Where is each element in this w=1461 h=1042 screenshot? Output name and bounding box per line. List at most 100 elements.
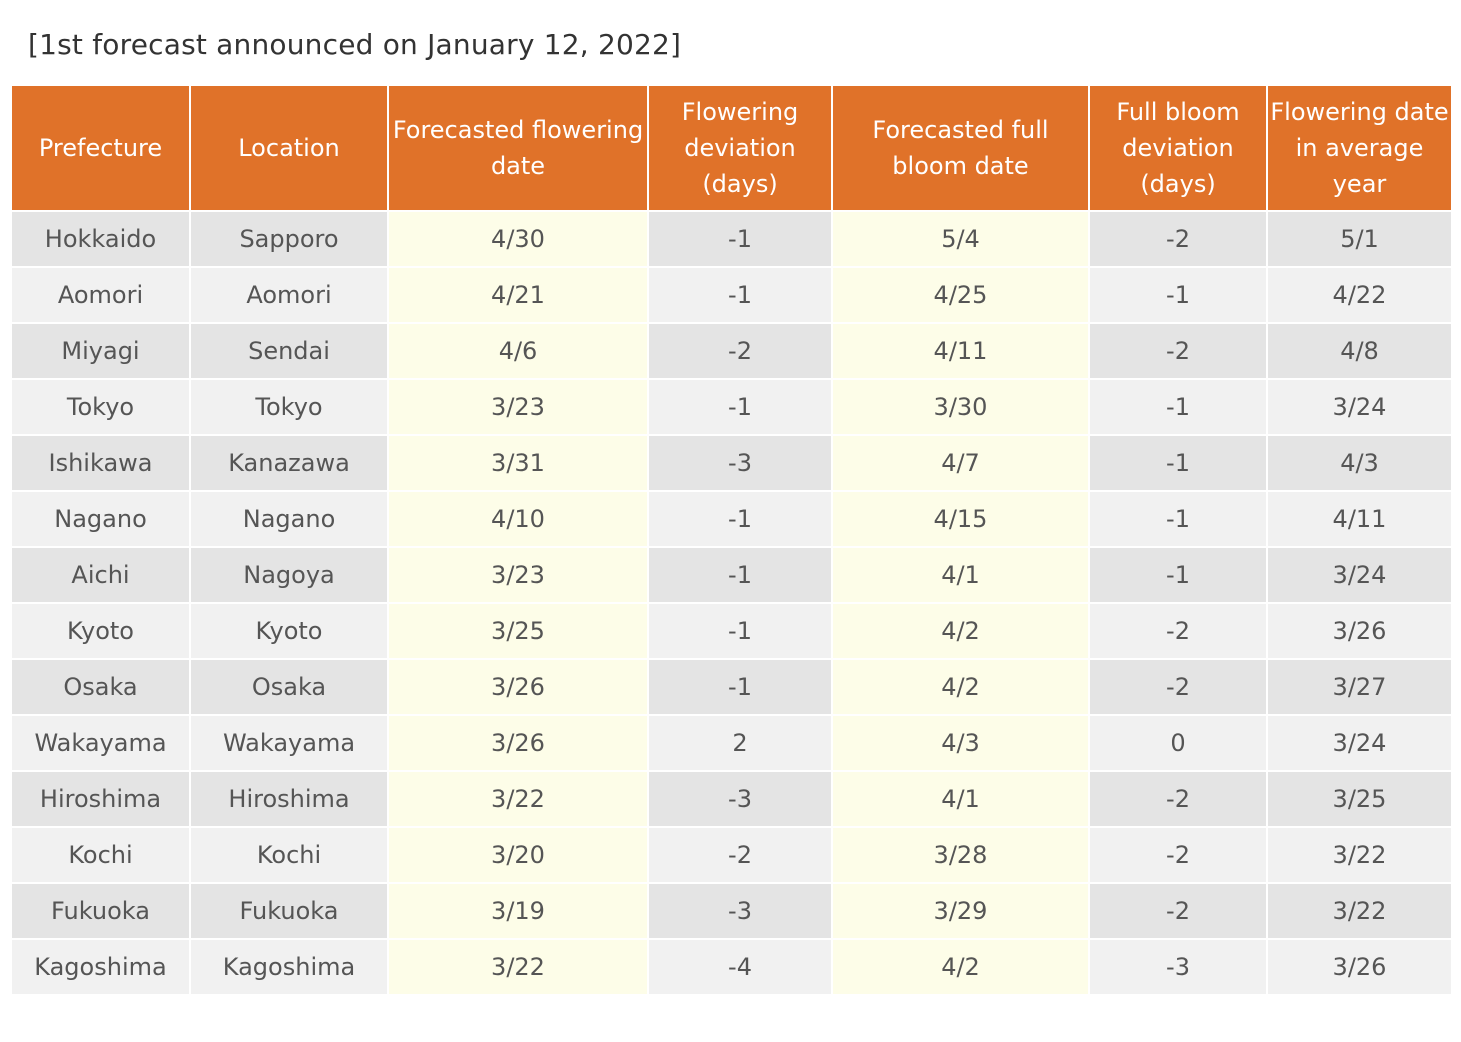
table-row: Ishikawa Kanazawa 3/31 -3 4/7 -1 4/3 [10, 434, 1453, 492]
forecasted-flowering-date-cell: 3/26 [387, 658, 649, 716]
full-bloom-deviation-cell: -1 [1088, 546, 1268, 604]
forecasted-full-bloom-date-cell: 3/30 [831, 378, 1090, 436]
table-row: Kyoto Kyoto 3/25 -1 4/2 -2 3/26 [10, 602, 1453, 660]
average-flowering-date-cell: 4/8 [1266, 322, 1453, 380]
forecasted-full-bloom-date-cell: 4/1 [831, 546, 1090, 604]
average-flowering-date-cell: 3/26 [1266, 938, 1453, 996]
flowering-deviation-cell: -2 [647, 322, 833, 380]
location-cell: Aomori [189, 266, 389, 324]
location-cell: Fukuoka [189, 882, 389, 940]
forecasted-full-bloom-date-cell: 4/11 [831, 322, 1090, 380]
location-cell: Nagano [189, 490, 389, 548]
forecasted-full-bloom-date-cell: 4/25 [831, 266, 1090, 324]
full-bloom-deviation-cell: -2 [1088, 602, 1268, 660]
cherry-blossom-forecast-table: Prefecture Location Forecasted flowering d… [10, 84, 1453, 996]
prefecture-cell: Hokkaido [10, 210, 191, 268]
full-bloom-deviation-cell: -2 [1088, 770, 1268, 828]
table-row: Nagano Nagano 4/10 -1 4/15 -1 4/11 [10, 490, 1453, 548]
full-bloom-deviation-cell: -2 [1088, 210, 1268, 268]
forecasted-flowering-date-cell: 3/20 [387, 826, 649, 884]
table-row: Miyagi Sendai 4/6 -2 4/11 -2 4/8 [10, 322, 1453, 380]
prefecture-cell: Kagoshima [10, 938, 191, 996]
flowering-deviation-cell: -4 [647, 938, 833, 996]
table-body: Hokkaido Sapporo 4/30 -1 5/4 -2 5/1 Aomori Aomor… [10, 210, 1453, 996]
average-flowering-date-cell: 4/11 [1266, 490, 1453, 548]
flowering-deviation-cell: -1 [647, 266, 833, 324]
header-flowering-deviation: Flowering deviation (days) [647, 84, 833, 212]
full-bloom-deviation-cell: -2 [1088, 322, 1268, 380]
full-bloom-deviation-cell: -2 [1088, 826, 1268, 884]
forecasted-flowering-date-cell: 4/6 [387, 322, 649, 380]
location-cell: Hiroshima [189, 770, 389, 828]
prefecture-cell: Kyoto [10, 602, 191, 660]
prefecture-cell: Miyagi [10, 322, 191, 380]
prefecture-cell: Wakayama [10, 714, 191, 772]
location-cell: Kanazawa [189, 434, 389, 492]
flowering-deviation-cell: -1 [647, 546, 833, 604]
forecasted-flowering-date-cell: 4/30 [387, 210, 649, 268]
forecasted-full-bloom-date-cell: 4/7 [831, 434, 1090, 492]
average-flowering-date-cell: 3/24 [1266, 714, 1453, 772]
average-flowering-date-cell: 3/27 [1266, 658, 1453, 716]
prefecture-cell: Kochi [10, 826, 191, 884]
flowering-deviation-cell: -2 [647, 826, 833, 884]
full-bloom-deviation-cell: -3 [1088, 938, 1268, 996]
header-full-bloom-deviation: Full bloom deviation (days) [1088, 84, 1268, 212]
header-forecasted-full-bloom-date: Forecasted full bloom date [831, 84, 1090, 212]
forecasted-full-bloom-date-cell: 4/1 [831, 770, 1090, 828]
forecasted-flowering-date-cell: 3/22 [387, 938, 649, 996]
average-flowering-date-cell: 3/24 [1266, 378, 1453, 436]
table-row: Tokyo Tokyo 3/23 -1 3/30 -1 3/24 [10, 378, 1453, 436]
forecasted-full-bloom-date-cell: 4/15 [831, 490, 1090, 548]
flowering-deviation-cell: -3 [647, 434, 833, 492]
header-forecasted-flowering-date: Forecasted flowering date [387, 84, 649, 212]
average-flowering-date-cell: 3/26 [1266, 602, 1453, 660]
location-cell: Sapporo [189, 210, 389, 268]
full-bloom-deviation-cell: -1 [1088, 378, 1268, 436]
forecasted-full-bloom-date-cell: 5/4 [831, 210, 1090, 268]
forecasted-full-bloom-date-cell: 3/28 [831, 826, 1090, 884]
full-bloom-deviation-cell: -2 [1088, 882, 1268, 940]
full-bloom-deviation-cell: -1 [1088, 266, 1268, 324]
location-cell: Kyoto [189, 602, 389, 660]
prefecture-cell: Fukuoka [10, 882, 191, 940]
average-flowering-date-cell: 4/22 [1266, 266, 1453, 324]
forecasted-flowering-date-cell: 3/31 [387, 434, 649, 492]
flowering-deviation-cell: -3 [647, 882, 833, 940]
header-location: Location [189, 84, 389, 212]
forecasted-flowering-date-cell: 4/21 [387, 266, 649, 324]
header-prefecture: Prefecture [10, 84, 191, 212]
location-cell: Kagoshima [189, 938, 389, 996]
location-cell: Kochi [189, 826, 389, 884]
average-flowering-date-cell: 3/22 [1266, 826, 1453, 884]
table-row: Aomori Aomori 4/21 -1 4/25 -1 4/22 [10, 266, 1453, 324]
prefecture-cell: Osaka [10, 658, 191, 716]
forecast-caption: [1st forecast announced on January 12, 2… [28, 28, 682, 61]
forecasted-flowering-date-cell: 4/10 [387, 490, 649, 548]
forecasted-flowering-date-cell: 3/23 [387, 546, 649, 604]
table-row: Osaka Osaka 3/26 -1 4/2 -2 3/27 [10, 658, 1453, 716]
flowering-deviation-cell: -1 [647, 378, 833, 436]
location-cell: Osaka [189, 658, 389, 716]
full-bloom-deviation-cell: -2 [1088, 658, 1268, 716]
flowering-deviation-cell: -1 [647, 210, 833, 268]
table-row: Hokkaido Sapporo 4/30 -1 5/4 -2 5/1 [10, 210, 1453, 268]
location-cell: Nagoya [189, 546, 389, 604]
table-row: Kagoshima Kagoshima 3/22 -4 4/2 -3 3/26 [10, 938, 1453, 996]
prefecture-cell: Aichi [10, 546, 191, 604]
table-row: Kochi Kochi 3/20 -2 3/28 -2 3/22 [10, 826, 1453, 884]
forecasted-full-bloom-date-cell: 4/3 [831, 714, 1090, 772]
header-flowering-date-average-year: Flowering date in average year [1266, 84, 1453, 212]
forecasted-full-bloom-date-cell: 4/2 [831, 658, 1090, 716]
forecasted-flowering-date-cell: 3/26 [387, 714, 649, 772]
table-row: Aichi Nagoya 3/23 -1 4/1 -1 3/24 [10, 546, 1453, 604]
forecasted-flowering-date-cell: 3/23 [387, 378, 649, 436]
prefecture-cell: Tokyo [10, 378, 191, 436]
average-flowering-date-cell: 3/22 [1266, 882, 1453, 940]
full-bloom-deviation-cell: -1 [1088, 490, 1268, 548]
average-flowering-date-cell: 4/3 [1266, 434, 1453, 492]
header-row: Prefecture Location Forecasted flowering d… [10, 84, 1453, 212]
flowering-deviation-cell: -1 [647, 602, 833, 660]
forecasted-full-bloom-date-cell: 3/29 [831, 882, 1090, 940]
forecasted-flowering-date-cell: 3/25 [387, 602, 649, 660]
